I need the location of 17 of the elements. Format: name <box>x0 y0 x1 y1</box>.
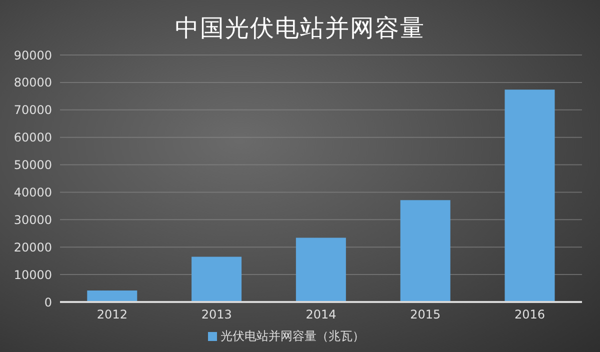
y-tick-label: 30000 <box>14 212 52 227</box>
y-tick-label: 90000 <box>14 48 52 62</box>
x-tick-label: 2015 <box>410 308 441 322</box>
y-tick-label: 40000 <box>14 185 52 200</box>
y-tick-label: 20000 <box>14 240 52 254</box>
x-tick-label: 2014 <box>306 308 336 322</box>
x-tick-label: 2016 <box>514 308 546 322</box>
y-tick-label: 60000 <box>14 130 52 145</box>
y-tick-label: 0 <box>44 295 52 310</box>
y-tick-label: 10000 <box>14 268 52 282</box>
y-tick-label: 70000 <box>14 103 52 118</box>
y-tick-label: 50000 <box>14 158 52 172</box>
x-tick-label: 2013 <box>201 308 232 322</box>
x-tick-label: 2012 <box>96 308 128 322</box>
legend-label: 光伏电站并网容量（兆瓦） <box>220 329 364 343</box>
y-tick-label: 80000 <box>14 76 52 90</box>
chart-title: 中国光伏电站并网容量 <box>174 13 426 44</box>
